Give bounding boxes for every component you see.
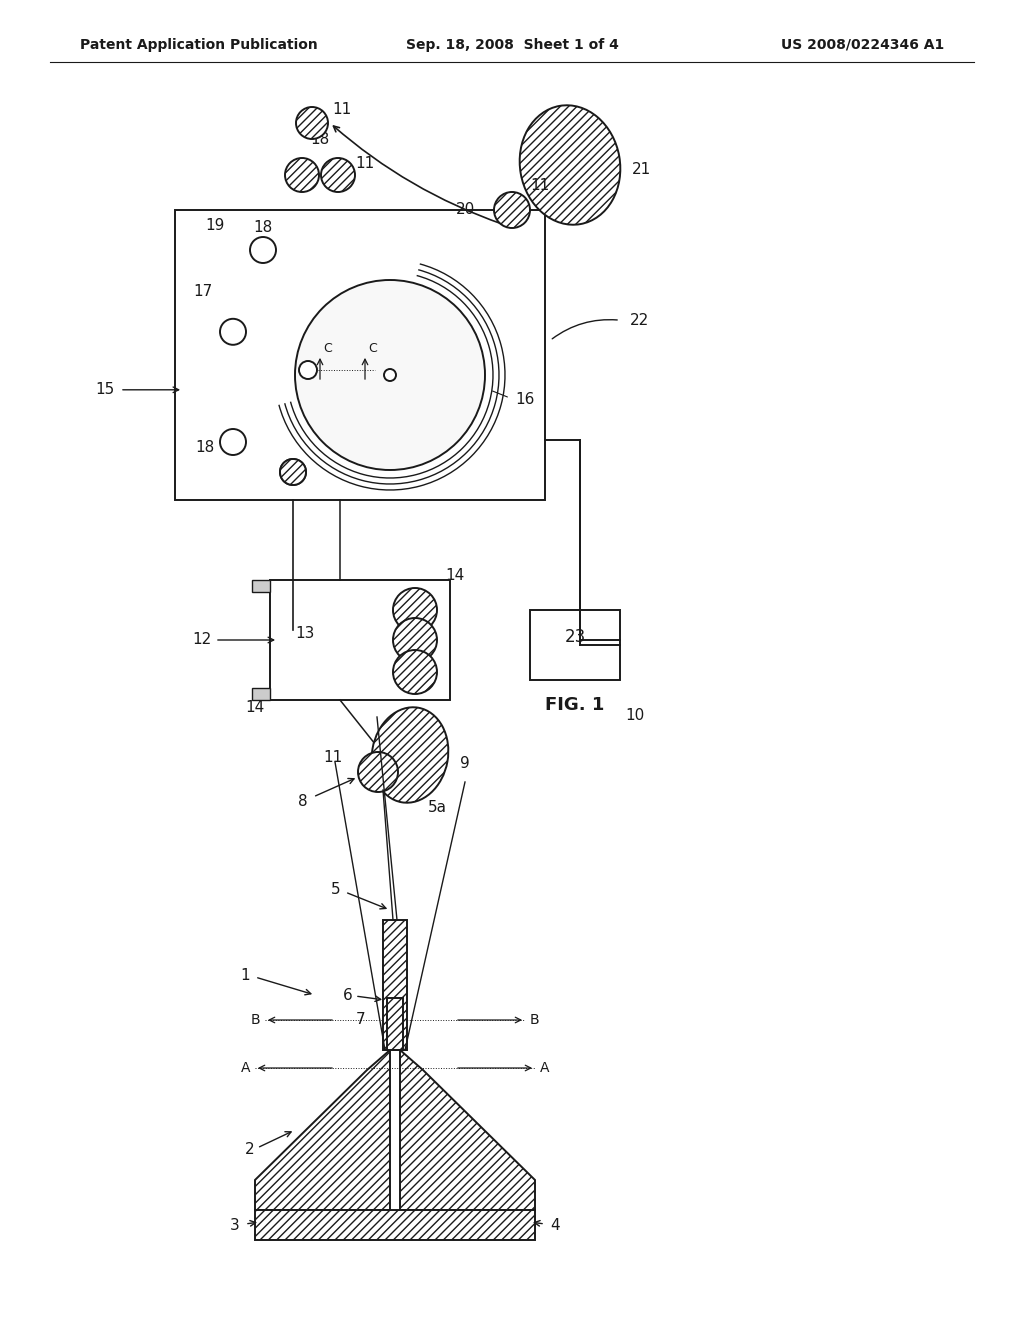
Circle shape xyxy=(358,752,398,792)
Bar xyxy=(252,688,270,700)
Circle shape xyxy=(220,319,246,345)
Text: 14: 14 xyxy=(445,568,464,582)
Text: 1: 1 xyxy=(241,968,250,982)
Circle shape xyxy=(250,238,276,263)
Text: 14: 14 xyxy=(246,701,265,715)
Circle shape xyxy=(393,587,437,632)
Text: C: C xyxy=(323,342,332,355)
Text: 17: 17 xyxy=(193,284,212,298)
Text: B: B xyxy=(251,1012,260,1027)
Bar xyxy=(387,998,403,1049)
Text: 18: 18 xyxy=(253,220,272,235)
Ellipse shape xyxy=(519,106,621,224)
Text: 12: 12 xyxy=(193,632,212,648)
Circle shape xyxy=(393,618,437,663)
Text: 5: 5 xyxy=(331,883,340,898)
Circle shape xyxy=(299,360,317,379)
Text: 11: 11 xyxy=(324,750,343,764)
Text: 11: 11 xyxy=(530,177,549,193)
Text: Patent Application Publication: Patent Application Publication xyxy=(80,38,317,51)
Text: 8: 8 xyxy=(298,795,308,809)
Circle shape xyxy=(280,459,306,484)
Text: 18: 18 xyxy=(196,441,215,455)
Circle shape xyxy=(384,370,396,381)
Text: 10: 10 xyxy=(625,708,644,722)
Polygon shape xyxy=(255,1049,390,1210)
Text: 9: 9 xyxy=(460,755,470,771)
Circle shape xyxy=(494,191,530,228)
Ellipse shape xyxy=(372,708,449,803)
Bar xyxy=(252,579,270,591)
Circle shape xyxy=(296,107,328,139)
Circle shape xyxy=(295,280,485,470)
Text: FIG. 1: FIG. 1 xyxy=(546,696,605,714)
Text: 19: 19 xyxy=(206,218,225,232)
Bar xyxy=(383,920,407,1049)
Text: B: B xyxy=(530,1012,540,1027)
Text: C: C xyxy=(368,342,377,355)
Circle shape xyxy=(280,459,306,484)
Text: 16: 16 xyxy=(515,392,535,408)
Circle shape xyxy=(285,158,319,191)
Bar xyxy=(175,210,545,500)
Bar xyxy=(270,579,450,700)
Text: 23: 23 xyxy=(564,628,586,645)
Text: 7: 7 xyxy=(355,1012,365,1027)
Text: 21: 21 xyxy=(632,162,651,177)
Text: 15: 15 xyxy=(96,383,115,397)
Text: US 2008/0224346 A1: US 2008/0224346 A1 xyxy=(780,38,944,51)
Circle shape xyxy=(321,158,355,191)
Bar xyxy=(530,610,620,680)
Text: A: A xyxy=(540,1061,550,1074)
Text: 3: 3 xyxy=(230,1217,240,1233)
Text: 2: 2 xyxy=(246,1143,255,1158)
Text: Sep. 18, 2008  Sheet 1 of 4: Sep. 18, 2008 Sheet 1 of 4 xyxy=(406,38,618,51)
Bar xyxy=(255,1210,535,1239)
Text: 22: 22 xyxy=(630,313,649,327)
Text: 11: 11 xyxy=(332,103,351,117)
Text: 6: 6 xyxy=(343,987,353,1002)
Text: 5a: 5a xyxy=(428,800,447,814)
Text: 4: 4 xyxy=(550,1217,560,1233)
Text: 13: 13 xyxy=(295,627,314,642)
Text: 20: 20 xyxy=(456,202,475,218)
Text: A: A xyxy=(241,1061,250,1074)
Text: 18: 18 xyxy=(310,132,330,148)
Circle shape xyxy=(220,429,246,455)
Polygon shape xyxy=(400,1049,535,1210)
Text: 11: 11 xyxy=(355,156,374,170)
Circle shape xyxy=(393,649,437,694)
